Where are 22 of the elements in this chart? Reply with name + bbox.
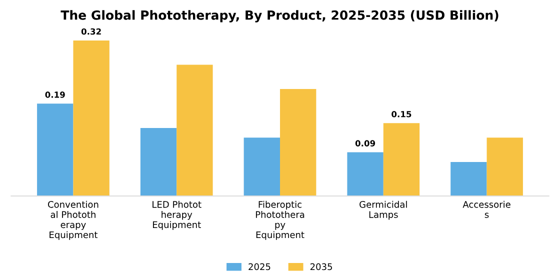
x-tick-label: Fiberoptic Photothera py Equipment: [256, 200, 304, 240]
x-tick-label: Convention al Phototh erapy Equipment: [48, 200, 98, 240]
bar: [280, 89, 316, 196]
data-label: 0.09: [355, 140, 376, 146]
data-label: 0.19: [45, 92, 65, 98]
bar: [140, 128, 177, 196]
chart-title: The Global Phototherapy, By Product, 2025-2035 (USD Billion): [60, 10, 498, 22]
bar: [450, 162, 487, 196]
bar: [176, 64, 213, 196]
bar: [383, 123, 420, 196]
data-label: 0.15: [392, 111, 412, 118]
legend-label: 2025: [248, 263, 270, 270]
bar: [347, 152, 384, 196]
x-tick-label: Germicidal Lamps: [360, 200, 407, 220]
bar: [73, 40, 110, 196]
data-label: 0.32: [81, 28, 101, 35]
x-tick-label: Accessorie s: [462, 200, 510, 218]
legend-label: 2035: [310, 263, 332, 270]
bar: [37, 104, 74, 196]
bar: [486, 138, 523, 196]
x-tick-label: LED Photot herapy Equipment: [152, 200, 202, 230]
bar: [244, 138, 280, 196]
